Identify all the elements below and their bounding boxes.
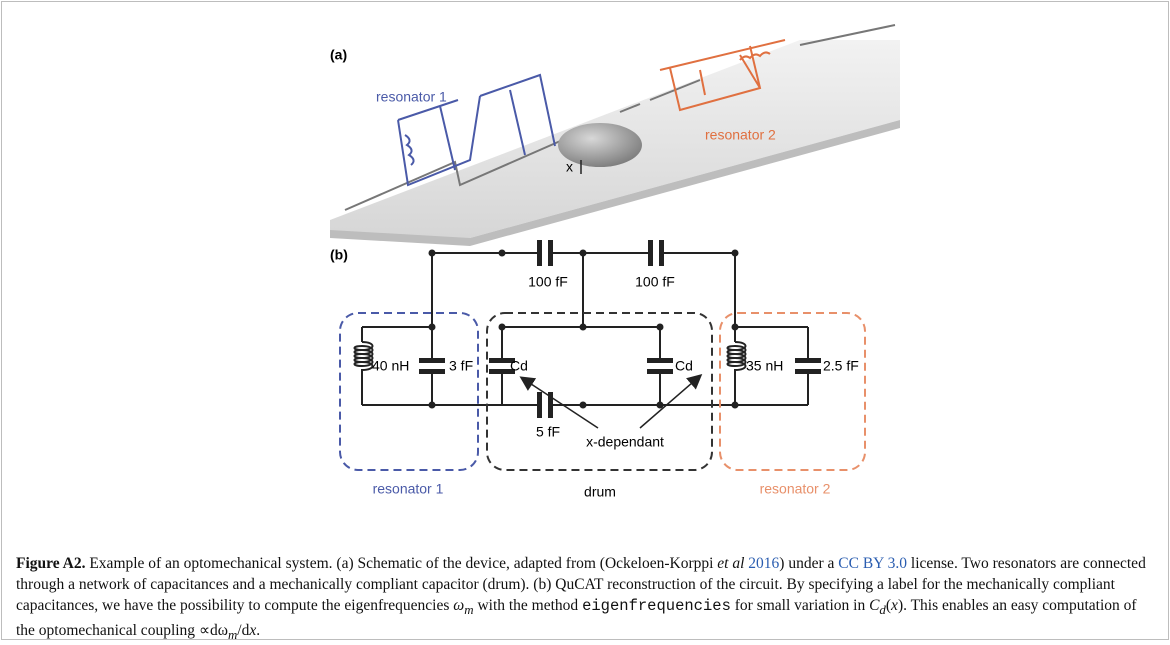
caption-text: Example of an optomechanical system. (a)…	[89, 555, 713, 572]
math: m	[228, 627, 237, 642]
figure: (a) resonator 1 resonator 2 x (b)	[0, 0, 1170, 545]
device-schematic	[330, 25, 900, 246]
code: eigenfrequencies	[582, 597, 731, 615]
math: C	[869, 597, 879, 614]
license-link[interactable]: CC BY 3.0	[838, 555, 907, 572]
math: ω	[453, 597, 464, 614]
group-label: resonator 2	[760, 481, 831, 497]
caption-text: .	[256, 622, 260, 639]
panel-label: (b)	[330, 247, 348, 263]
caption-text: with the method	[477, 597, 578, 614]
resonator-label: resonator 2	[705, 127, 776, 143]
group-label: drum	[584, 484, 616, 500]
component-label: 100 fF	[635, 274, 675, 290]
group-label: resonator 1	[373, 481, 444, 497]
component-label: 5 fF	[536, 424, 560, 440]
caption-label: Figure A2.	[16, 555, 85, 572]
component-label: 2.5 fF	[823, 358, 859, 374]
caption-text: et al	[717, 555, 744, 572]
component-label: 35 nH	[746, 358, 783, 374]
component-label: Cd	[510, 358, 528, 374]
math: ∝dω	[199, 622, 228, 639]
component-label: Cd	[675, 358, 693, 374]
resonator-label: resonator 1	[376, 89, 447, 105]
panel-label: (a)	[330, 47, 347, 63]
component-label: 40 nH	[372, 358, 409, 374]
citation-link[interactable]: 2016	[748, 555, 779, 572]
math: m	[464, 602, 473, 617]
displacement-label: x	[566, 159, 573, 175]
math: x	[891, 597, 898, 614]
caption-text: for small variation in	[735, 597, 865, 614]
annotation: x-dependant	[586, 434, 664, 450]
component-label: 3 fF	[449, 358, 473, 374]
caption-text: ) under a	[779, 555, 834, 572]
caption: Figure A2. Example of an optomechanical …	[16, 553, 1156, 645]
component-label: 100 fF	[528, 274, 568, 290]
math: /d	[237, 622, 249, 639]
